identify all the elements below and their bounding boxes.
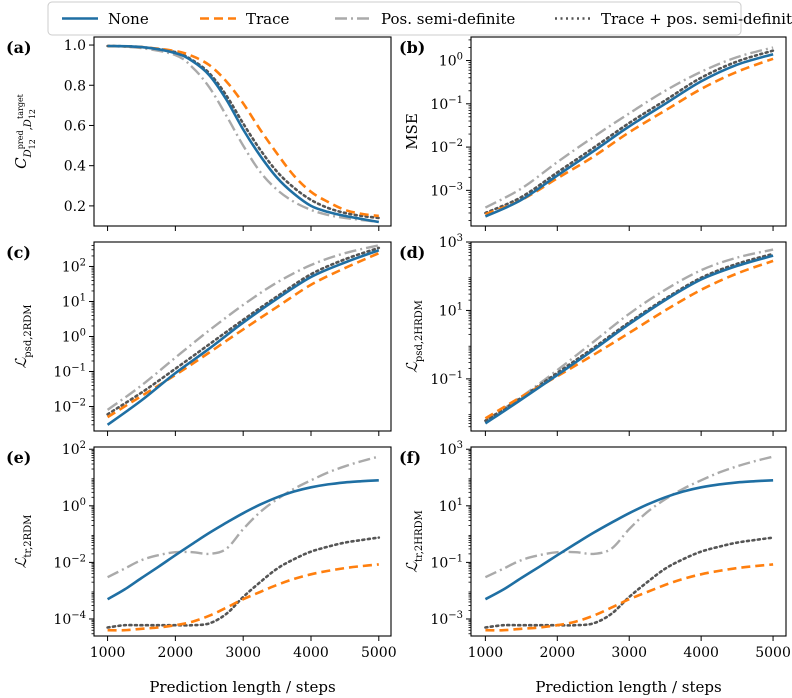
ytick-label-f: 10−3 (430, 610, 463, 628)
series-line-d-psd (484, 248, 774, 422)
xtick-label-e: 2000 (158, 645, 194, 661)
legend-label-trpsd: Trace + pos. semi-definite (601, 10, 792, 28)
series-line-b-psd (484, 46, 774, 209)
series-line-d-trpsd (484, 252, 775, 422)
legend-label-none: None (108, 10, 149, 28)
ytick-label-d: 10−1 (430, 370, 463, 388)
series-line-e-trace (107, 563, 379, 632)
ytick-label-c: 102 (62, 257, 86, 275)
xlabel-f: Prediction length / steps (535, 678, 721, 696)
xtick-label-e: 5000 (361, 645, 397, 661)
ylabel-c: ℒpsd,2RDM (12, 304, 34, 368)
ylabel-e: ℒtr,2RDM (12, 515, 34, 569)
series-line-f-none (484, 479, 774, 601)
xtick-label-f: 1000 (468, 645, 504, 661)
ytick-label-c: 10−1 (53, 363, 86, 381)
ytick-label-d: 101 (439, 301, 463, 319)
ytick-label-f: 101 (439, 497, 463, 515)
series-line-b-none (484, 52, 774, 218)
ylabel-b: MSE (403, 113, 421, 150)
xtick-label-e: 1000 (90, 645, 126, 661)
ylabel-f: ℒtr,2HRDM (403, 510, 425, 573)
panel-label-f: (f) (399, 448, 421, 467)
series-line-e-none (106, 479, 379, 601)
ytick-label-e: 102 (62, 440, 86, 458)
xtick-label-e: 3000 (225, 645, 261, 661)
series-line-a-psd (107, 44, 379, 224)
plot-frame-a (93, 36, 392, 227)
legend-entry-none: None (62, 10, 149, 28)
series-line-f-trace (485, 563, 774, 632)
ytick-label-a: 0.4 (64, 159, 86, 175)
panel-label-b: (b) (399, 38, 425, 57)
panel-label-c: (c) (6, 243, 31, 262)
ytick-label-b: 10−3 (430, 181, 463, 199)
ytick-label-a: 1.0 (64, 38, 86, 54)
panel-b: 10−3 10−2 10−1 100 (b) MSE (399, 36, 787, 231)
legend: None Trace Pos. semi-definite Trace + pos. … (47, 1, 792, 36)
panel-label-d: (d) (399, 243, 425, 262)
series-line-f-trpsd (484, 536, 775, 629)
panel-e: 10−4 10−2 100 102 1000 2000 3000 4000 5000 (e) ℒtr… (6, 440, 397, 696)
ytick-label-c: 10−2 (53, 398, 86, 416)
ytick-label-e: 10−2 (53, 553, 86, 571)
ytick-label-b: 100 (439, 52, 463, 70)
series-line-c-psd (106, 244, 380, 411)
ytick-label-d: 103 (439, 233, 463, 251)
legend-entry-trpsd: Trace + pos. semi-definite (555, 10, 792, 28)
xtick-label-f: 4000 (683, 645, 719, 661)
plot-frame-d (470, 241, 787, 432)
xtick-label-e: 4000 (293, 645, 329, 661)
xtick-label-f: 5000 (755, 645, 791, 661)
ytick-label-e: 100 (62, 497, 86, 515)
panel-label-a: (a) (6, 38, 32, 57)
ytick-label-f: 10−1 (430, 553, 463, 571)
chart-panels: 0.2 0.4 0.6 0.8 1.0 (a) CD12pred,D12target 10−3… (6, 36, 791, 696)
panel-a: 0.2 0.4 0.6 0.8 1.0 (a) CD12pred,D12target (6, 36, 392, 231)
ylabel-d: ℒpsd,2HRDM (403, 300, 425, 373)
ylabel-a: CD12pred,D12target (12, 93, 37, 169)
legend-label-trace: Trace (246, 10, 290, 28)
panel-label-e: (e) (6, 448, 31, 467)
xtick-label-f: 2000 (539, 645, 575, 661)
series-line-c-trpsd (106, 246, 381, 416)
panel-d: 10−1 101 103 (d) ℒpsd,2HRDM (399, 233, 787, 436)
legend-label-psd: Pos. semi-definite (381, 10, 515, 28)
panel-f: 10−3 10−1 101 103 1000 2000 3000 4000 5000 (f) ℒtr… (399, 440, 791, 696)
ytick-label-b: 10−1 (430, 95, 463, 113)
series-line-e-psd (107, 455, 380, 579)
series-line-c-none (106, 249, 380, 426)
ytick-label-a: 0.8 (64, 78, 86, 94)
legend-frame (47, 1, 742, 36)
series-line-b-trace (484, 57, 774, 216)
xtick-label-f: 3000 (611, 645, 647, 661)
ytick-label-b: 10−2 (430, 138, 463, 156)
xlabel-e: Prediction length / steps (149, 678, 335, 696)
ytick-label-a: 0.2 (64, 199, 86, 215)
series-line-d-none (484, 254, 774, 425)
ytick-label-e: 10−4 (53, 610, 86, 628)
plot-frame-f (470, 446, 787, 637)
legend-entry-trace: Trace (200, 10, 290, 28)
ytick-label-c: 100 (62, 328, 86, 346)
ytick-label-c: 101 (62, 292, 86, 310)
plot-frame-e (93, 446, 392, 637)
ytick-label-a: 0.6 (64, 118, 86, 134)
series-line-e-trpsd (106, 536, 381, 629)
plot-frame-c (93, 241, 392, 432)
series-line-a-none (107, 44, 380, 224)
series-line-f-psd (484, 455, 774, 579)
plot-frame-b (470, 36, 787, 227)
ytick-label-f: 103 (439, 440, 463, 458)
series-line-b-trpsd (484, 49, 775, 215)
series-line-c-trace (106, 252, 380, 419)
series-line-a-trace (107, 44, 379, 218)
panel-c: 10−2 10−1 100 101 102 (c) ℒpsd,2RDM (6, 241, 392, 436)
legend-entry-psd: Pos. semi-definite (335, 10, 515, 28)
